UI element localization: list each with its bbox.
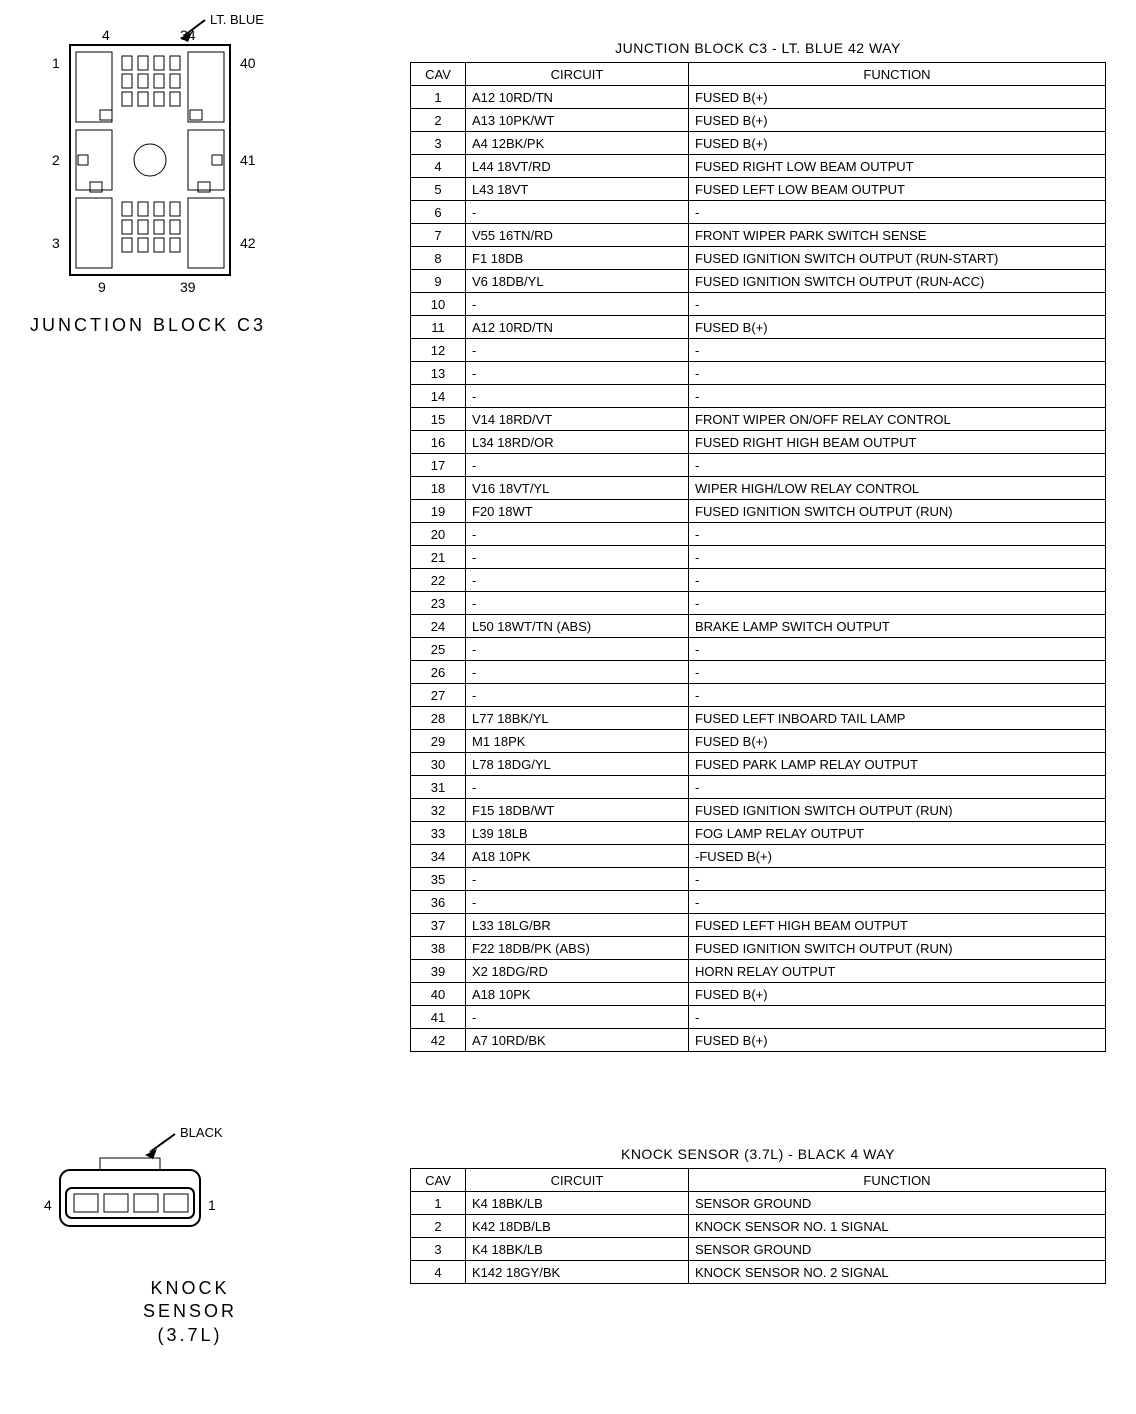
table-row: 23-- (411, 592, 1106, 615)
table-row: 25-- (411, 638, 1106, 661)
table-row: 4K142 18GY/BKKNOCK SENSOR NO. 2 SIGNAL (411, 1261, 1106, 1284)
knock-table: CAV CIRCUIT FUNCTION 1K4 18BK/LBSENSOR G… (410, 1168, 1106, 1284)
svg-text:41: 41 (240, 152, 256, 168)
table-row: 29M1 18PKFUSED B(+) (411, 730, 1106, 753)
svg-text:1: 1 (52, 55, 60, 71)
table-row: 7V55 16TN/RDFRONT WIPER PARK SWITCH SENS… (411, 224, 1106, 247)
table-row: 14-- (411, 385, 1106, 408)
table-row: 34A18 10PK-FUSED B(+) (411, 845, 1106, 868)
table-row: 27-- (411, 684, 1106, 707)
junction-diagram-column: LT. BLUE (30, 10, 350, 336)
table-row: 3A4 12BK/PKFUSED B(+) (411, 132, 1106, 155)
table-row: 37L33 18LG/BRFUSED LEFT HIGH BEAM OUTPUT (411, 914, 1106, 937)
junction-table-title: JUNCTION BLOCK C3 - LT. BLUE 42 WAY (410, 40, 1106, 56)
table-row: 22-- (411, 569, 1106, 592)
table-row: 16L34 18RD/ORFUSED RIGHT HIGH BEAM OUTPU… (411, 431, 1106, 454)
knock-connector-diagram: BLACK 4 1 (30, 1122, 250, 1262)
junction-connector-diagram: LT. BLUE (30, 10, 280, 300)
svg-text:40: 40 (240, 55, 256, 71)
svg-text:2: 2 (52, 152, 60, 168)
col-circuit: CIRCUIT (466, 63, 689, 86)
col-cav: CAV (411, 63, 466, 86)
table-row: 1A12 10RD/TNFUSED B(+) (411, 86, 1106, 109)
knock-caption: KNOCK SENSOR (3.7L) (30, 1277, 350, 1347)
table-row: 10-- (411, 293, 1106, 316)
table-row: 42A7 10RD/BKFUSED B(+) (411, 1029, 1106, 1052)
table-row: 6-- (411, 201, 1106, 224)
table-row: 12-- (411, 339, 1106, 362)
table-row: 18V16 18VT/YLWIPER HIGH/LOW RELAY CONTRO… (411, 477, 1106, 500)
table-row: 32F15 18DB/WTFUSED IGNITION SWITCH OUTPU… (411, 799, 1106, 822)
svg-text:42: 42 (240, 235, 256, 251)
junction-table: CAV CIRCUIT FUNCTION 1A12 10RD/TNFUSED B… (410, 62, 1106, 1052)
svg-text:4: 4 (102, 27, 110, 43)
svg-text:3: 3 (52, 235, 60, 251)
junction-table-column: JUNCTION BLOCK C3 - LT. BLUE 42 WAY CAV … (350, 10, 1106, 1052)
table-row: 28L77 18BK/YLFUSED LEFT INBOARD TAIL LAM… (411, 707, 1106, 730)
knock-table-title: KNOCK SENSOR (3.7L) - BLACK 4 WAY (410, 1146, 1106, 1162)
table-row: 24L50 18WT/TN (ABS)BRAKE LAMP SWITCH OUT… (411, 615, 1106, 638)
table-row: 8F1 18DBFUSED IGNITION SWITCH OUTPUT (RU… (411, 247, 1106, 270)
table-row: 41-- (411, 1006, 1106, 1029)
svg-text:34: 34 (180, 27, 196, 43)
color-label: LT. BLUE (210, 12, 264, 27)
table-row: 36-- (411, 891, 1106, 914)
svg-text:BLACK: BLACK (180, 1125, 223, 1140)
table-row: 13-- (411, 362, 1106, 385)
table-row: 11A12 10RD/TNFUSED B(+) (411, 316, 1106, 339)
table-row: 26-- (411, 661, 1106, 684)
table-row: 17-- (411, 454, 1106, 477)
table-row: 31-- (411, 776, 1106, 799)
col-function: FUNCTION (689, 63, 1106, 86)
table-row: 40A18 10PKFUSED B(+) (411, 983, 1106, 1006)
table-row: 38F22 18DB/PK (ABS)FUSED IGNITION SWITCH… (411, 937, 1106, 960)
table-row: 3K4 18BK/LBSENSOR GROUND (411, 1238, 1106, 1261)
table-row: 4L44 18VT/RDFUSED RIGHT LOW BEAM OUTPUT (411, 155, 1106, 178)
svg-text:1: 1 (208, 1197, 216, 1213)
svg-text:9: 9 (98, 279, 106, 295)
table-row: 35-- (411, 868, 1106, 891)
table-row: 15V14 18RD/VTFRONT WIPER ON/OFF RELAY CO… (411, 408, 1106, 431)
table-row: 1K4 18BK/LBSENSOR GROUND (411, 1192, 1106, 1215)
table-row: 9V6 18DB/YLFUSED IGNITION SWITCH OUTPUT … (411, 270, 1106, 293)
junction-caption: JUNCTION BLOCK C3 (30, 315, 350, 336)
table-row: 2K42 18DB/LBKNOCK SENSOR NO. 1 SIGNAL (411, 1215, 1106, 1238)
table-row: 21-- (411, 546, 1106, 569)
table-row: 39X2 18DG/RDHORN RELAY OUTPUT (411, 960, 1106, 983)
table-row: 2A13 10PK/WTFUSED B(+) (411, 109, 1106, 132)
table-row: 19F20 18WTFUSED IGNITION SWITCH OUTPUT (… (411, 500, 1106, 523)
table-row: 5L43 18VTFUSED LEFT LOW BEAM OUTPUT (411, 178, 1106, 201)
svg-text:39: 39 (180, 279, 196, 295)
table-row: 20-- (411, 523, 1106, 546)
knock-diagram-column: BLACK 4 1 KNOCK SENSOR (3.7L) (30, 1122, 350, 1347)
table-row: 33L39 18LBFOG LAMP RELAY OUTPUT (411, 822, 1106, 845)
knock-table-column: KNOCK SENSOR (3.7L) - BLACK 4 WAY CAV CI… (350, 1122, 1106, 1284)
table-row: 30L78 18DG/YLFUSED PARK LAMP RELAY OUTPU… (411, 753, 1106, 776)
svg-text:4: 4 (44, 1197, 52, 1213)
